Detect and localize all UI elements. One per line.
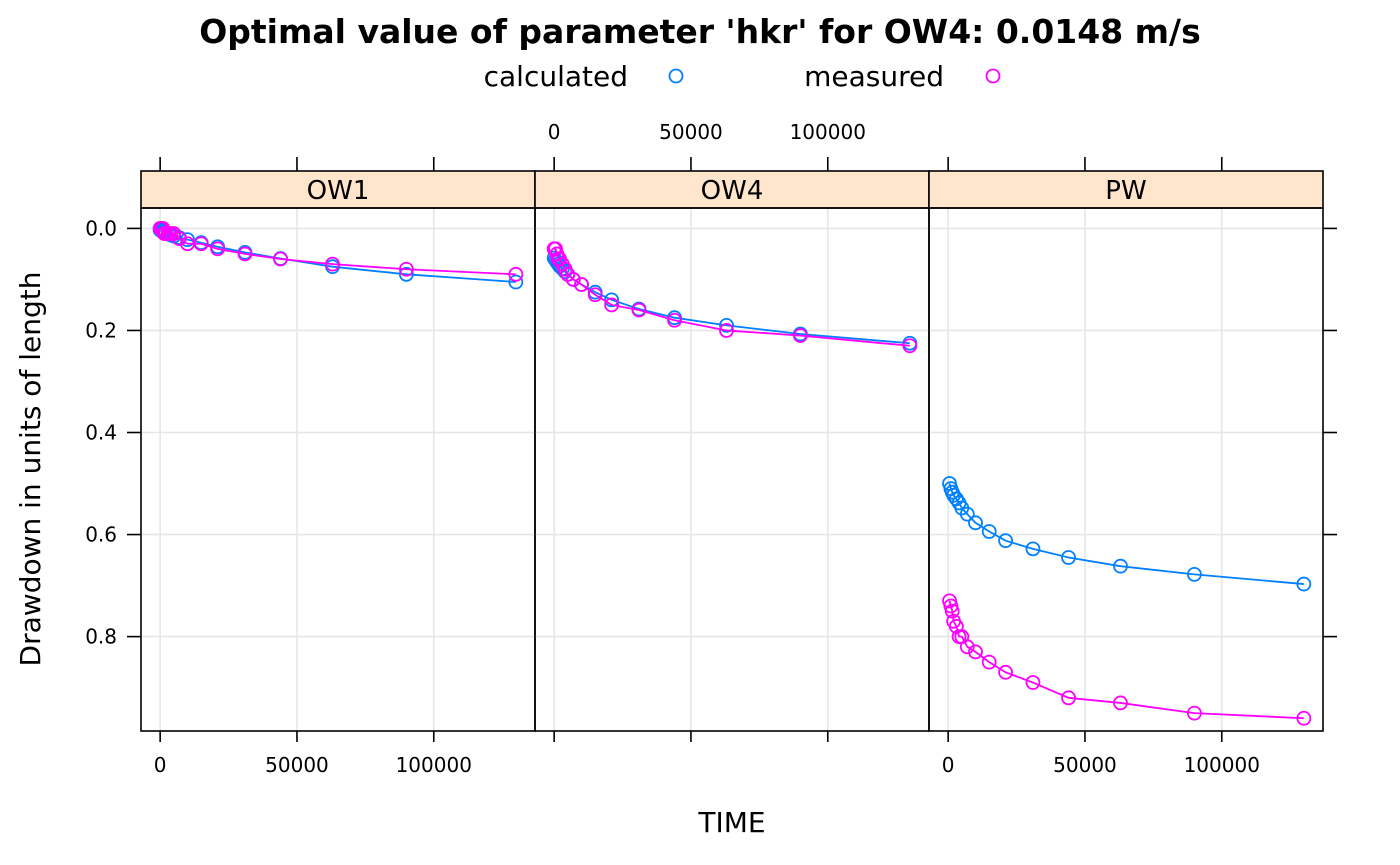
y-tick-label: 0.8 [85, 625, 117, 649]
strip-label-ow4: OW4 [701, 176, 764, 206]
y-tick-label: 0.4 [85, 421, 117, 445]
point-measured [237, 246, 253, 262]
x-tick-label-bottom: 50000 [1053, 753, 1117, 777]
y-axis-label: Drawdown in units of length [14, 272, 47, 667]
point-measured [959, 639, 975, 655]
point-measured [944, 603, 960, 619]
panel-border [928, 207, 1324, 732]
x-tick-label-bottom: 0 [154, 753, 167, 777]
point-measured [719, 323, 734, 338]
series-line-calculated [159, 229, 516, 283]
point-measured [273, 251, 288, 267]
series-line-measured [160, 227, 516, 276]
x-tick-label-top: 100000 [790, 120, 866, 144]
point-measured [587, 287, 603, 303]
point-calculated [719, 317, 734, 333]
point-measured [998, 664, 1014, 680]
point-calculated [968, 515, 983, 531]
point-measured [968, 644, 983, 660]
point-measured [1187, 705, 1202, 721]
series-line-measured [554, 247, 910, 347]
point-measured [325, 256, 340, 272]
point-calculated [1113, 558, 1128, 574]
point-calculated [1061, 550, 1076, 565]
point-calculated [399, 266, 414, 282]
panel-ow1: OW1 0 50000 100000 0.0 0.2 0.4 0.6 0.8 [85, 157, 536, 777]
point-calculated [981, 524, 997, 539]
legend-label-calculated: calculated [484, 60, 628, 93]
point-measured [171, 231, 187, 247]
panel-ow4: OW4 0 50000 100000 [534, 120, 930, 742]
point-measured [793, 328, 808, 343]
point-measured [565, 272, 581, 287]
legend-label-measured: measured [804, 60, 944, 93]
x-tick-label-top: 50000 [659, 120, 723, 144]
x-tick-label-bottom: 100000 [1184, 753, 1260, 777]
point-measured [1025, 675, 1041, 690]
point-calculated [1025, 541, 1041, 557]
point-measured [193, 236, 209, 252]
strip-ow1 [140, 170, 536, 209]
series-line-measured [948, 600, 1304, 720]
y-tick-label: 0.6 [85, 523, 117, 547]
x-axis-label: TIME [697, 806, 765, 839]
x-tick-label-bottom: 100000 [396, 753, 472, 777]
point-calculated [946, 487, 962, 503]
point-measured [631, 302, 647, 318]
strip-label-pw: PW [1105, 176, 1146, 206]
x-tick-label-bottom: 0 [942, 753, 955, 777]
point-measured [667, 312, 682, 328]
point-calculated [959, 506, 975, 522]
point-calculated [998, 533, 1014, 549]
point-measured [981, 654, 997, 670]
point-measured [399, 261, 414, 277]
point-calculated [604, 292, 620, 308]
point-measured [902, 338, 918, 354]
point-measured [1113, 695, 1128, 711]
y-tick-label: 0.2 [85, 318, 117, 342]
strip-label-ow1: OW1 [307, 176, 370, 206]
point-measured [604, 297, 620, 313]
point-calculated [508, 274, 524, 290]
point-measured [1296, 710, 1312, 726]
point-calculated [1187, 566, 1202, 582]
point-measured [1061, 690, 1076, 706]
legend-marker-measured [985, 68, 1001, 84]
strip-ow4 [534, 170, 930, 209]
panel-pw: PW 0 50000 100000 [928, 157, 1337, 777]
point-measured [508, 266, 524, 282]
point-calculated [1296, 576, 1312, 592]
chart-title: Optimal value of parameter 'hkr' for OW4… [199, 12, 1201, 51]
legend-marker-calculated [668, 68, 684, 84]
strip-pw [928, 170, 1324, 209]
point-measured [210, 241, 226, 257]
legend: calculated measured [484, 60, 1001, 93]
x-tick-label-top: 0 [548, 120, 561, 144]
point-measured [574, 277, 589, 292]
y-tick-label: 0.0 [85, 216, 117, 240]
panels-layer: OW1 0 50000 100000 0.0 0.2 0.4 0.6 0.8 OW4 0 50000 1… [85, 120, 1337, 777]
panel-border [140, 207, 536, 732]
x-tick-label-bottom: 50000 [265, 753, 329, 777]
